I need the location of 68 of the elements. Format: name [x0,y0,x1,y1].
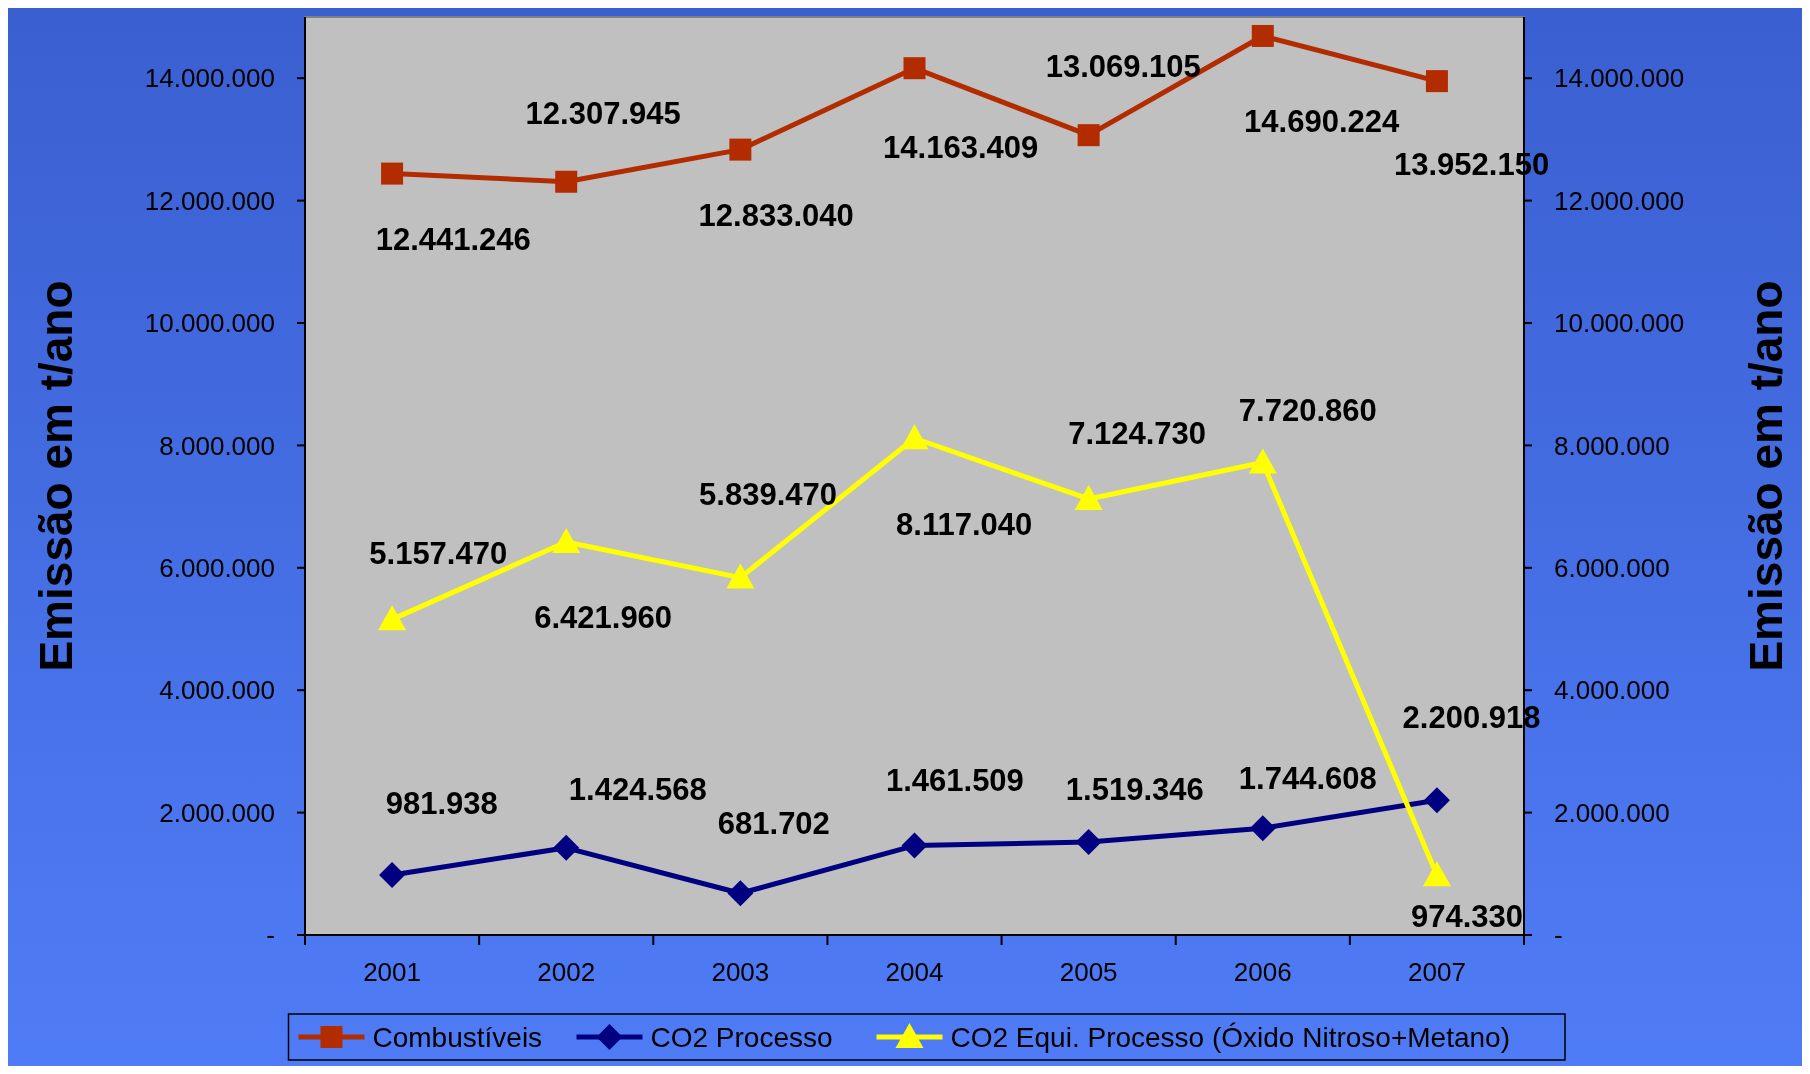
y-tick-label: 6.000.000 [159,552,275,583]
point [378,605,407,631]
data-label: 13.069.105 [1045,48,1201,84]
y-tick-label: 2.000.000 [159,797,275,828]
point [1075,829,1102,856]
point [555,170,578,193]
point [381,162,404,185]
data-label: 6.421.960 [534,599,673,635]
point [729,138,752,161]
data-label: 681.702 [717,805,830,841]
point [1074,484,1103,510]
point [1423,787,1450,814]
x-tick-label: 2006 [1233,957,1292,987]
point [552,527,581,553]
y2-tick-label: 14.000.000 [1554,63,1685,94]
point [379,861,406,888]
point [1422,861,1451,887]
y-tick-label: 12.000.000 [144,185,275,216]
x-tick-label: 2001 [363,957,421,987]
data-label: 12.833.040 [698,198,854,234]
data-label: 12.307.945 [525,96,681,132]
data-label: 5.839.470 [699,477,838,513]
data-label: 1.744.608 [1238,761,1377,797]
y-tick-label: 8.000.000 [159,430,275,461]
point [1248,448,1277,474]
y2-tick-label: - [1554,920,1563,951]
data-label: 1.461.509 [885,762,1024,798]
y2-tick-label: 10.000.000 [1554,308,1685,339]
point [900,424,929,450]
legend-label: CO2 Equi. Processo (Óxido Nitroso+Metano) [950,1021,1510,1053]
x-tick-label: 2005 [1059,957,1118,987]
y2-tick-label: 8.000.000 [1554,430,1670,461]
y-tick-label: 10.000.000 [144,308,275,339]
point [726,563,755,589]
y-tick-label: 14.000.000 [144,63,275,94]
y2-tick-label: 12.000.000 [1554,185,1685,216]
data-label: 981.938 [385,786,498,822]
y-tick-label: 4.000.000 [159,675,275,706]
data-label: 5.157.470 [369,536,508,572]
data-label: 12.441.246 [375,222,531,258]
legend-label: Combustíveis [372,1021,543,1053]
point [901,832,928,859]
x-tick-label: 2002 [537,957,596,987]
y-tick-label: - [266,920,275,951]
point [903,57,926,80]
x-tick-label: 2007 [1408,957,1466,987]
data-label: 7.124.730 [1068,416,1207,452]
y2-tick-label: 2.000.000 [1554,797,1670,828]
y2-axis-title: Emissão em t/ano [1740,280,1793,672]
y2-tick-label: 6.000.000 [1554,552,1670,583]
point [1251,24,1274,47]
data-label: 1.424.568 [568,771,707,807]
data-label: 14.690.224 [1244,104,1400,140]
data-label: 1.519.346 [1065,771,1204,807]
data-label: 8.117.040 [896,506,1033,542]
data-label: 7.720.860 [1238,393,1377,429]
point [553,834,580,861]
point [727,880,754,907]
data-label: 974.330 [1410,898,1523,934]
x-tick-label: 2004 [885,957,944,987]
y-axis-title: Emissão em t/ano [30,280,83,672]
point [1425,70,1448,93]
data-label: 14.163.409 [883,129,1039,165]
legend-label: CO2 Processo [650,1021,833,1053]
point [1249,815,1276,842]
y2-tick-label: 4.000.000 [1554,675,1670,706]
x-tick-label: 2003 [711,957,770,987]
point [1077,124,1100,147]
